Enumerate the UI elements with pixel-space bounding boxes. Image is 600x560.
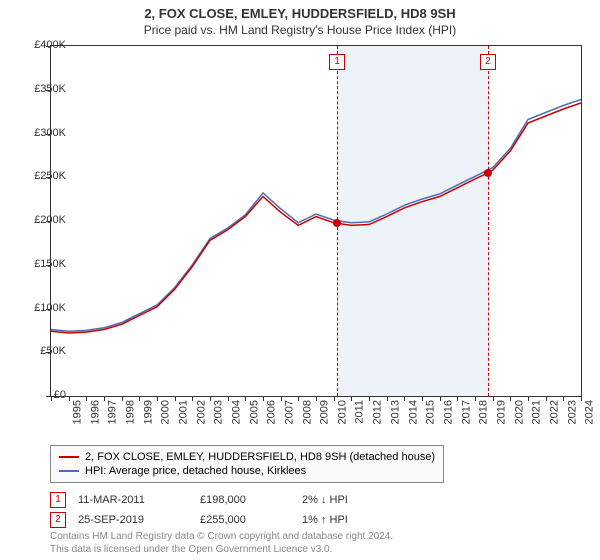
chart-svg <box>51 46 581 396</box>
x-axis-label: 2018 <box>478 400 490 424</box>
x-axis-label: 2010 <box>336 400 348 424</box>
x-axis-label: 2014 <box>407 400 419 424</box>
y-axis-label: £0 <box>22 389 66 401</box>
x-axis-label: 2005 <box>248 400 260 424</box>
x-axis-label: 2001 <box>177 400 189 424</box>
y-axis-label: £200K <box>22 214 66 226</box>
x-axis-label: 2022 <box>548 400 560 424</box>
footer: Contains HM Land Registry data © Crown c… <box>50 530 393 556</box>
x-axis-label: 2004 <box>230 400 242 424</box>
y-axis-label: £300K <box>22 127 66 139</box>
footer-line-1: Contains HM Land Registry data © Crown c… <box>50 530 393 543</box>
x-axis-label: 2016 <box>442 400 454 424</box>
marker-badge-2: 2 <box>50 512 66 528</box>
x-axis-label: 1999 <box>142 400 154 424</box>
transaction-pct: 2% ↓ HPI <box>302 494 412 506</box>
x-axis-label: 2023 <box>566 400 578 424</box>
series-line-property <box>51 103 581 333</box>
transaction-price: £255,000 <box>200 514 290 526</box>
x-axis-label: 1995 <box>71 400 83 424</box>
x-axis-label: 2024 <box>584 400 596 424</box>
transaction-price: £198,000 <box>200 494 290 506</box>
legend-label-hpi: HPI: Average price, detached house, Kirk… <box>85 465 306 477</box>
x-axis-label: 2006 <box>266 400 278 424</box>
x-axis-label: 2008 <box>301 400 313 424</box>
chart-container: 2, FOX CLOSE, EMLEY, HUDDERSFIELD, HD8 9… <box>0 0 600 560</box>
marker-dot <box>333 219 341 227</box>
y-axis-label: £50K <box>22 345 66 357</box>
transaction-pct: 1% ↑ HPI <box>302 514 412 526</box>
footer-line-2: This data is licensed under the Open Gov… <box>50 543 393 556</box>
marker-flag: 2 <box>480 54 496 70</box>
y-axis-label: £100K <box>22 302 66 314</box>
y-axis-label: £150K <box>22 258 66 270</box>
y-axis-label: £350K <box>22 83 66 95</box>
x-axis-label: 1996 <box>89 400 101 424</box>
x-axis-label: 2012 <box>372 400 384 424</box>
legend-label-property: 2, FOX CLOSE, EMLEY, HUDDERSFIELD, HD8 9… <box>85 451 435 463</box>
legend-item-property: 2, FOX CLOSE, EMLEY, HUDDERSFIELD, HD8 9… <box>59 450 435 464</box>
legend: 2, FOX CLOSE, EMLEY, HUDDERSFIELD, HD8 9… <box>50 445 444 483</box>
marker-dot <box>484 169 492 177</box>
x-axis-label: 2019 <box>495 400 507 424</box>
chart-subtitle: Price paid vs. HM Land Registry's House … <box>0 21 600 37</box>
legend-item-hpi: HPI: Average price, detached house, Kirk… <box>59 464 435 478</box>
chart-title: 2, FOX CLOSE, EMLEY, HUDDERSFIELD, HD8 9… <box>0 0 600 21</box>
x-axis-label: 2021 <box>531 400 543 424</box>
x-axis-label: 2015 <box>425 400 437 424</box>
legend-swatch-property <box>59 456 79 458</box>
x-axis-label: 2009 <box>319 400 331 424</box>
series-line-hpi <box>51 99 581 331</box>
y-axis-label: £400K <box>22 39 66 51</box>
x-axis-label: 2020 <box>513 400 525 424</box>
transaction-row: 1 11-MAR-2011 £198,000 2% ↓ HPI <box>50 492 412 508</box>
x-axis-label: 2000 <box>160 400 172 424</box>
chart-plot-area: 12 <box>50 45 582 397</box>
x-axis-label: 1997 <box>107 400 119 424</box>
legend-swatch-hpi <box>59 470 79 472</box>
x-axis-label: 2002 <box>195 400 207 424</box>
x-axis-label: 1998 <box>124 400 136 424</box>
y-axis-label: £250K <box>22 170 66 182</box>
x-axis-label: 2003 <box>213 400 225 424</box>
marker-badge-1: 1 <box>50 492 66 508</box>
transaction-date: 11-MAR-2011 <box>78 494 188 506</box>
marker-flag: 1 <box>329 54 345 70</box>
transaction-date: 25-SEP-2019 <box>78 514 188 526</box>
transaction-row: 2 25-SEP-2019 £255,000 1% ↑ HPI <box>50 512 412 528</box>
x-axis-label: 2007 <box>283 400 295 424</box>
x-axis-label: 2013 <box>389 400 401 424</box>
x-axis-label: 2011 <box>353 400 365 424</box>
x-axis-label: 2017 <box>460 400 472 424</box>
